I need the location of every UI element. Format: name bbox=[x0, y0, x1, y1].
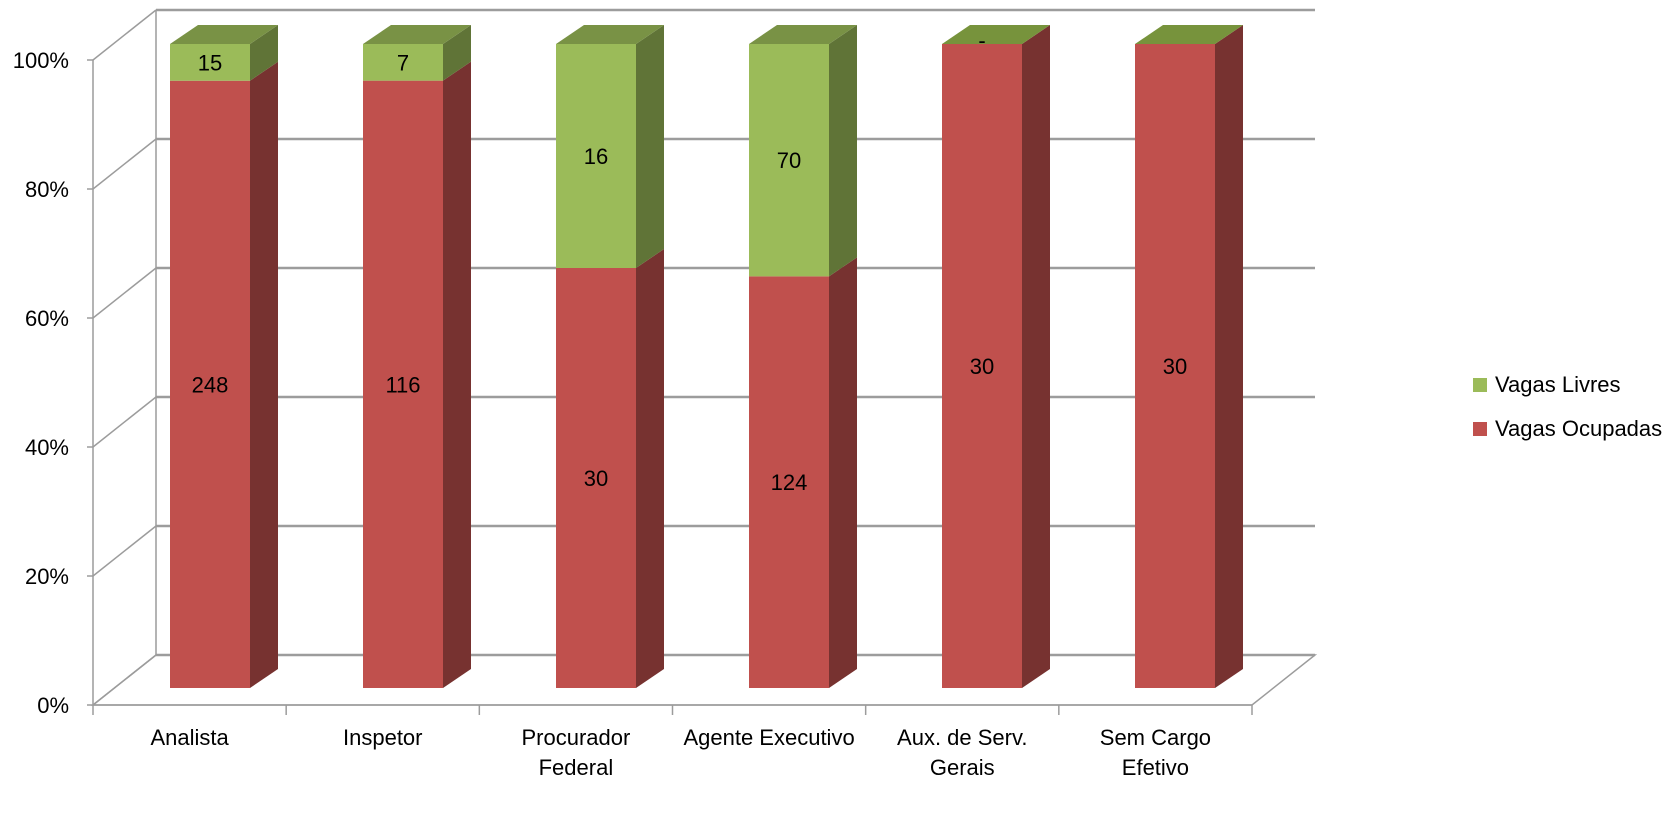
bar-vagas-livres bbox=[170, 44, 250, 81]
x-category-label: Efetivo bbox=[1122, 755, 1189, 780]
bar-side-vagas-ocupadas bbox=[250, 61, 278, 688]
data-label-vagas-livres: 15 bbox=[198, 50, 222, 75]
data-label-vagas-ocupadas: 248 bbox=[192, 372, 229, 397]
bar-vagas-livres bbox=[556, 44, 636, 268]
data-label-vagas-livres: 16 bbox=[584, 144, 608, 169]
legend-swatch-vagas-livres bbox=[1473, 378, 1487, 392]
bar-side-vagas-livres bbox=[250, 25, 278, 81]
bar-vagas-livres bbox=[363, 44, 443, 81]
legend-label-vagas-ocupadas: Vagas Ocupadas bbox=[1495, 416, 1663, 441]
y-tick-label: 100% bbox=[13, 48, 69, 73]
legend-item-vagas-livres: Vagas Livres bbox=[1473, 372, 1662, 398]
gridline-side bbox=[92, 525, 157, 577]
data-label-vagas-livres: 7 bbox=[397, 50, 409, 75]
bar-top-face bbox=[556, 25, 664, 44]
bar-top-face bbox=[942, 25, 1050, 44]
x-category-label: Federal bbox=[539, 755, 614, 780]
data-label-vagas-ocupadas: 116 bbox=[385, 372, 420, 397]
gridline-side bbox=[92, 138, 157, 190]
bar-vagas-ocupadas bbox=[556, 268, 636, 688]
bar-top-face bbox=[170, 25, 278, 44]
bar-vagas-ocupadas bbox=[363, 80, 443, 689]
chart-legend: Vagas Livres Vagas Ocupadas bbox=[1473, 372, 1662, 460]
bar-top-face bbox=[1135, 25, 1243, 44]
bar-side-vagas-ocupadas bbox=[636, 249, 664, 688]
bar-side-vagas-livres bbox=[636, 25, 664, 268]
legend-label-vagas-livres: Vagas Livres bbox=[1495, 372, 1621, 397]
bar-top-face bbox=[749, 25, 857, 44]
bar-vagas-ocupadas bbox=[749, 276, 829, 688]
bar-side-vagas-ocupadas bbox=[1215, 25, 1243, 688]
data-label-vagas-ocupadas: 30 bbox=[584, 466, 608, 491]
data-label-vagas-ocupadas: 124 bbox=[771, 470, 808, 495]
data-label-vagas-ocupadas: 30 bbox=[1163, 354, 1187, 379]
x-category-label: Sem Cargo bbox=[1100, 725, 1211, 750]
legend-swatch-vagas-ocupadas bbox=[1473, 422, 1487, 436]
x-category-label: Aux. de Serv. bbox=[897, 725, 1027, 750]
y-tick-label: 40% bbox=[25, 435, 69, 460]
bar-side-vagas-livres bbox=[829, 25, 857, 277]
gridline-side bbox=[92, 9, 157, 61]
x-category-label: Analista bbox=[150, 725, 229, 750]
bar-top-face bbox=[363, 25, 471, 44]
y-tick-label: 20% bbox=[25, 564, 69, 589]
bar-vagas-ocupadas bbox=[170, 80, 250, 688]
legend-item-vagas-ocupadas: Vagas Ocupadas bbox=[1473, 416, 1662, 442]
gridline-side bbox=[92, 267, 157, 319]
bar-side-vagas-ocupadas bbox=[1022, 25, 1050, 688]
y-tick-label: 80% bbox=[25, 177, 69, 202]
x-category-label: Procurador bbox=[521, 725, 630, 750]
gridline-side bbox=[92, 396, 157, 448]
bar-vagas-ocupadas bbox=[1135, 44, 1215, 688]
x-category-label: Gerais bbox=[930, 755, 995, 780]
bar-side-vagas-ocupadas bbox=[443, 61, 471, 689]
data-label-vagas-ocupadas: 30 bbox=[970, 354, 994, 379]
x-category-label: Inspetor bbox=[343, 725, 423, 750]
data-label-vagas-livres: - bbox=[978, 28, 985, 53]
bar-vagas-livres bbox=[749, 44, 829, 277]
gridline-side bbox=[92, 654, 157, 706]
y-tick-label: 0% bbox=[37, 693, 69, 718]
y-tick-label: 60% bbox=[25, 306, 69, 331]
bar-vagas-ocupadas bbox=[942, 44, 1022, 688]
data-label-vagas-livres: 70 bbox=[777, 148, 801, 173]
bar-side-vagas-ocupadas bbox=[829, 257, 857, 688]
x-category-label: Agente Executivo bbox=[683, 725, 854, 750]
bar-side-vagas-livres bbox=[443, 25, 471, 81]
